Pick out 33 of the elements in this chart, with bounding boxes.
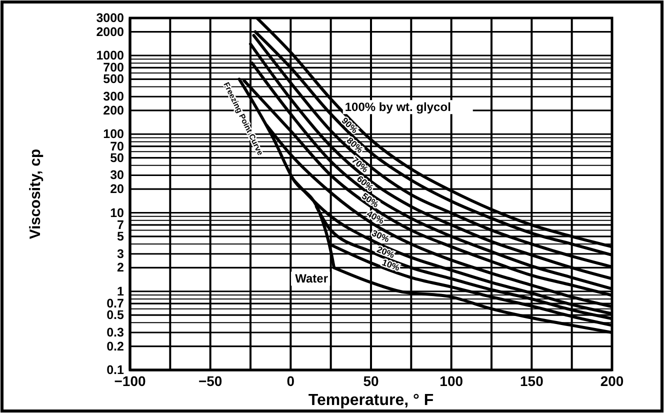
- x-tick-label: 150: [520, 372, 544, 389]
- y-tick-label: 70: [110, 139, 124, 154]
- series-label: Water: [295, 272, 328, 286]
- y-tick-label: 3000: [96, 11, 124, 25]
- y-tick-label: 0.3: [106, 325, 124, 340]
- y-tick-label: 300: [103, 90, 124, 104]
- y-tick-label: 0.2: [106, 339, 124, 354]
- y-tick-label: 700: [103, 60, 124, 75]
- y-tick-label: 500: [103, 72, 124, 86]
- series-label: 100% by wt. glycol: [344, 100, 451, 114]
- y-axis-title: Viscosity, cp: [27, 148, 44, 240]
- y-tick-label: 0.7: [106, 296, 124, 311]
- y-tick-label: 2: [117, 260, 124, 275]
- x-tick-label: 50: [363, 372, 379, 389]
- x-tick-label: 200: [600, 372, 624, 389]
- y-tick-label: 7: [117, 218, 124, 232]
- y-tick-label: 1: [117, 284, 124, 298]
- x-tick-label: 0: [286, 372, 295, 389]
- y-tick-label: 20: [110, 182, 124, 196]
- y-tick-label: 2000: [96, 24, 124, 39]
- y-tick-label: 200: [103, 103, 124, 118]
- y-tick-label: 1000: [96, 48, 124, 63]
- y-tick-label: 50: [110, 150, 124, 165]
- y-tick-label: 3: [117, 246, 124, 261]
- text: 50%: [360, 190, 381, 210]
- x-tick-label: −50: [198, 372, 222, 389]
- y-tick-label: 0.5: [106, 308, 124, 322]
- y-tick-label: 100: [103, 127, 124, 142]
- x-tick-label: 100: [440, 372, 464, 389]
- y-tick-label: 30: [110, 168, 124, 182]
- y-tick-label: 10: [110, 206, 124, 220]
- x-axis-title: Temperature, ° F: [308, 392, 434, 409]
- y-tick-label: 5: [117, 229, 124, 244]
